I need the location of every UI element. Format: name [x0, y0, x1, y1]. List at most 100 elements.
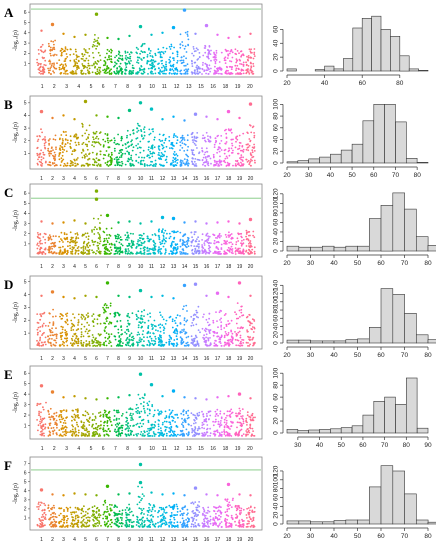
histogram-x-tick-label: 70 [401, 352, 409, 359]
chromosome-11-points [146, 128, 157, 167]
chromosome-tick-label: 1 [40, 264, 43, 270]
histogram-x-tick-label: 60 [377, 533, 385, 540]
chromosome-10-points [135, 485, 146, 528]
histogram-bar [308, 429, 320, 434]
y-tick-label: 5 [24, 480, 27, 486]
histogram-y-tick-label: 40 [273, 39, 280, 47]
y-tick-label: 5 [24, 381, 27, 387]
histogram-bar [319, 156, 331, 164]
chromosome-tick-label: 3 [62, 537, 65, 543]
chromosome-tick-label: 5 [90, 84, 93, 90]
histogram-bar [286, 161, 299, 164]
y-axis-title: -log₁₀(p) [12, 483, 19, 504]
histogram-x-tick-label: 20 [283, 172, 291, 179]
chromosome-top-point [128, 492, 131, 495]
chromosome-top-point [161, 294, 164, 297]
histogram-y-tick-label: 20 [273, 417, 280, 425]
chromosome-1-points [36, 501, 47, 528]
histogram-bar [390, 35, 401, 72]
y-tick-label: 2 [24, 413, 27, 419]
chromosome-19-points [234, 407, 245, 437]
histogram-bar [345, 339, 358, 344]
chromosome-tick-label: 9 [139, 446, 142, 452]
chromosome-top-point [95, 295, 98, 299]
chromosome-top-point [62, 114, 65, 117]
histogram-bar [373, 104, 385, 164]
chromosome-top-point [227, 220, 230, 223]
chromosome-tick-label: 9 [128, 537, 131, 543]
chromosome-5-points [80, 505, 91, 528]
peak-point [226, 482, 231, 487]
histogram-x-tick-label: 80 [424, 260, 432, 267]
chromosome-top-point [84, 493, 87, 496]
chromosome-4-points [69, 506, 80, 528]
y-tick-label: 6 [24, 10, 27, 16]
peak-point [171, 25, 176, 30]
chromosome-12-points [157, 506, 168, 528]
histogram-bar [362, 120, 374, 164]
chromosome-tick-label: 20 [248, 537, 254, 543]
chromosome-tick-label: 20 [248, 264, 254, 270]
chromosome-tick-label: 8 [117, 537, 120, 543]
histogram-y-tick-label: 40 [273, 323, 280, 331]
peak-point [50, 390, 55, 394]
chromosome-tick-label: 4 [73, 537, 76, 543]
chromosome-12-points [157, 409, 168, 437]
y-tick-label: 7 [24, 461, 27, 467]
chromosome-top-point [51, 222, 54, 225]
peak-point [83, 99, 88, 104]
histogram-bar [351, 143, 364, 164]
histogram-y-tick-label: 140 [273, 279, 280, 290]
peak-point [182, 283, 187, 288]
chromosome-top-point [128, 295, 131, 299]
peak-point [248, 102, 253, 106]
chromosome-top-point [194, 397, 197, 400]
chromosome-tick-label: 12 [174, 84, 180, 90]
chromosome-tick-label: 5 [90, 446, 93, 452]
histogram-x-tick-label: 50 [338, 442, 346, 449]
chromosome-5-points [80, 312, 91, 347]
peak-point [94, 197, 99, 201]
histogram-bar [405, 158, 418, 164]
chromosome-top-point [51, 116, 54, 120]
panel-label: D [4, 277, 13, 292]
y-tick-label: 1 [24, 516, 27, 522]
peak-point [182, 8, 187, 12]
chromosome-14-points [179, 30, 190, 75]
chromosome-11-points [146, 312, 157, 347]
chromosome-top-point [128, 220, 131, 223]
chromosome-tick-label: 6 [102, 84, 105, 90]
chromosome-tick-label: 12 [160, 356, 166, 362]
chromosome-top-point [227, 36, 230, 40]
histogram-bar [321, 521, 335, 525]
histogram-y-tick-label: 0 [273, 161, 280, 165]
chromosome-2-points [47, 504, 58, 528]
chromosome-1-points [36, 311, 47, 347]
chromosome-6-points [91, 214, 102, 255]
chromosome-15-points [190, 305, 201, 347]
chromosome-9-points [124, 129, 135, 167]
chromosome-tick-label: 2 [51, 176, 54, 182]
chromosome-tick-label: 7 [114, 84, 117, 90]
chromosome-top-point [95, 494, 98, 497]
chromosome-top-point [73, 297, 76, 300]
y-tick-label: 1 [24, 331, 27, 337]
histogram-bar [286, 429, 299, 434]
y-tick-label: 3 [24, 402, 27, 408]
histogram-x-tick-label: 20 [283, 352, 291, 359]
chromosome-top-point [117, 37, 120, 41]
chromosome-tick-label: 3 [62, 264, 65, 270]
peak-point [50, 290, 55, 294]
y-tick-label: 5 [24, 201, 27, 207]
chromosome-top-point [106, 397, 109, 400]
chromosome-top-point [227, 295, 230, 299]
chromosome-12-points [157, 228, 168, 255]
y-tick-label: 1 [24, 151, 27, 157]
chromosome-13-points [168, 133, 179, 167]
chromosome-top-point [150, 491, 153, 494]
chromosome-top-point [216, 33, 219, 36]
histogram-y-tick-label: 40 [273, 405, 280, 413]
chromosome-9-points [124, 312, 135, 347]
